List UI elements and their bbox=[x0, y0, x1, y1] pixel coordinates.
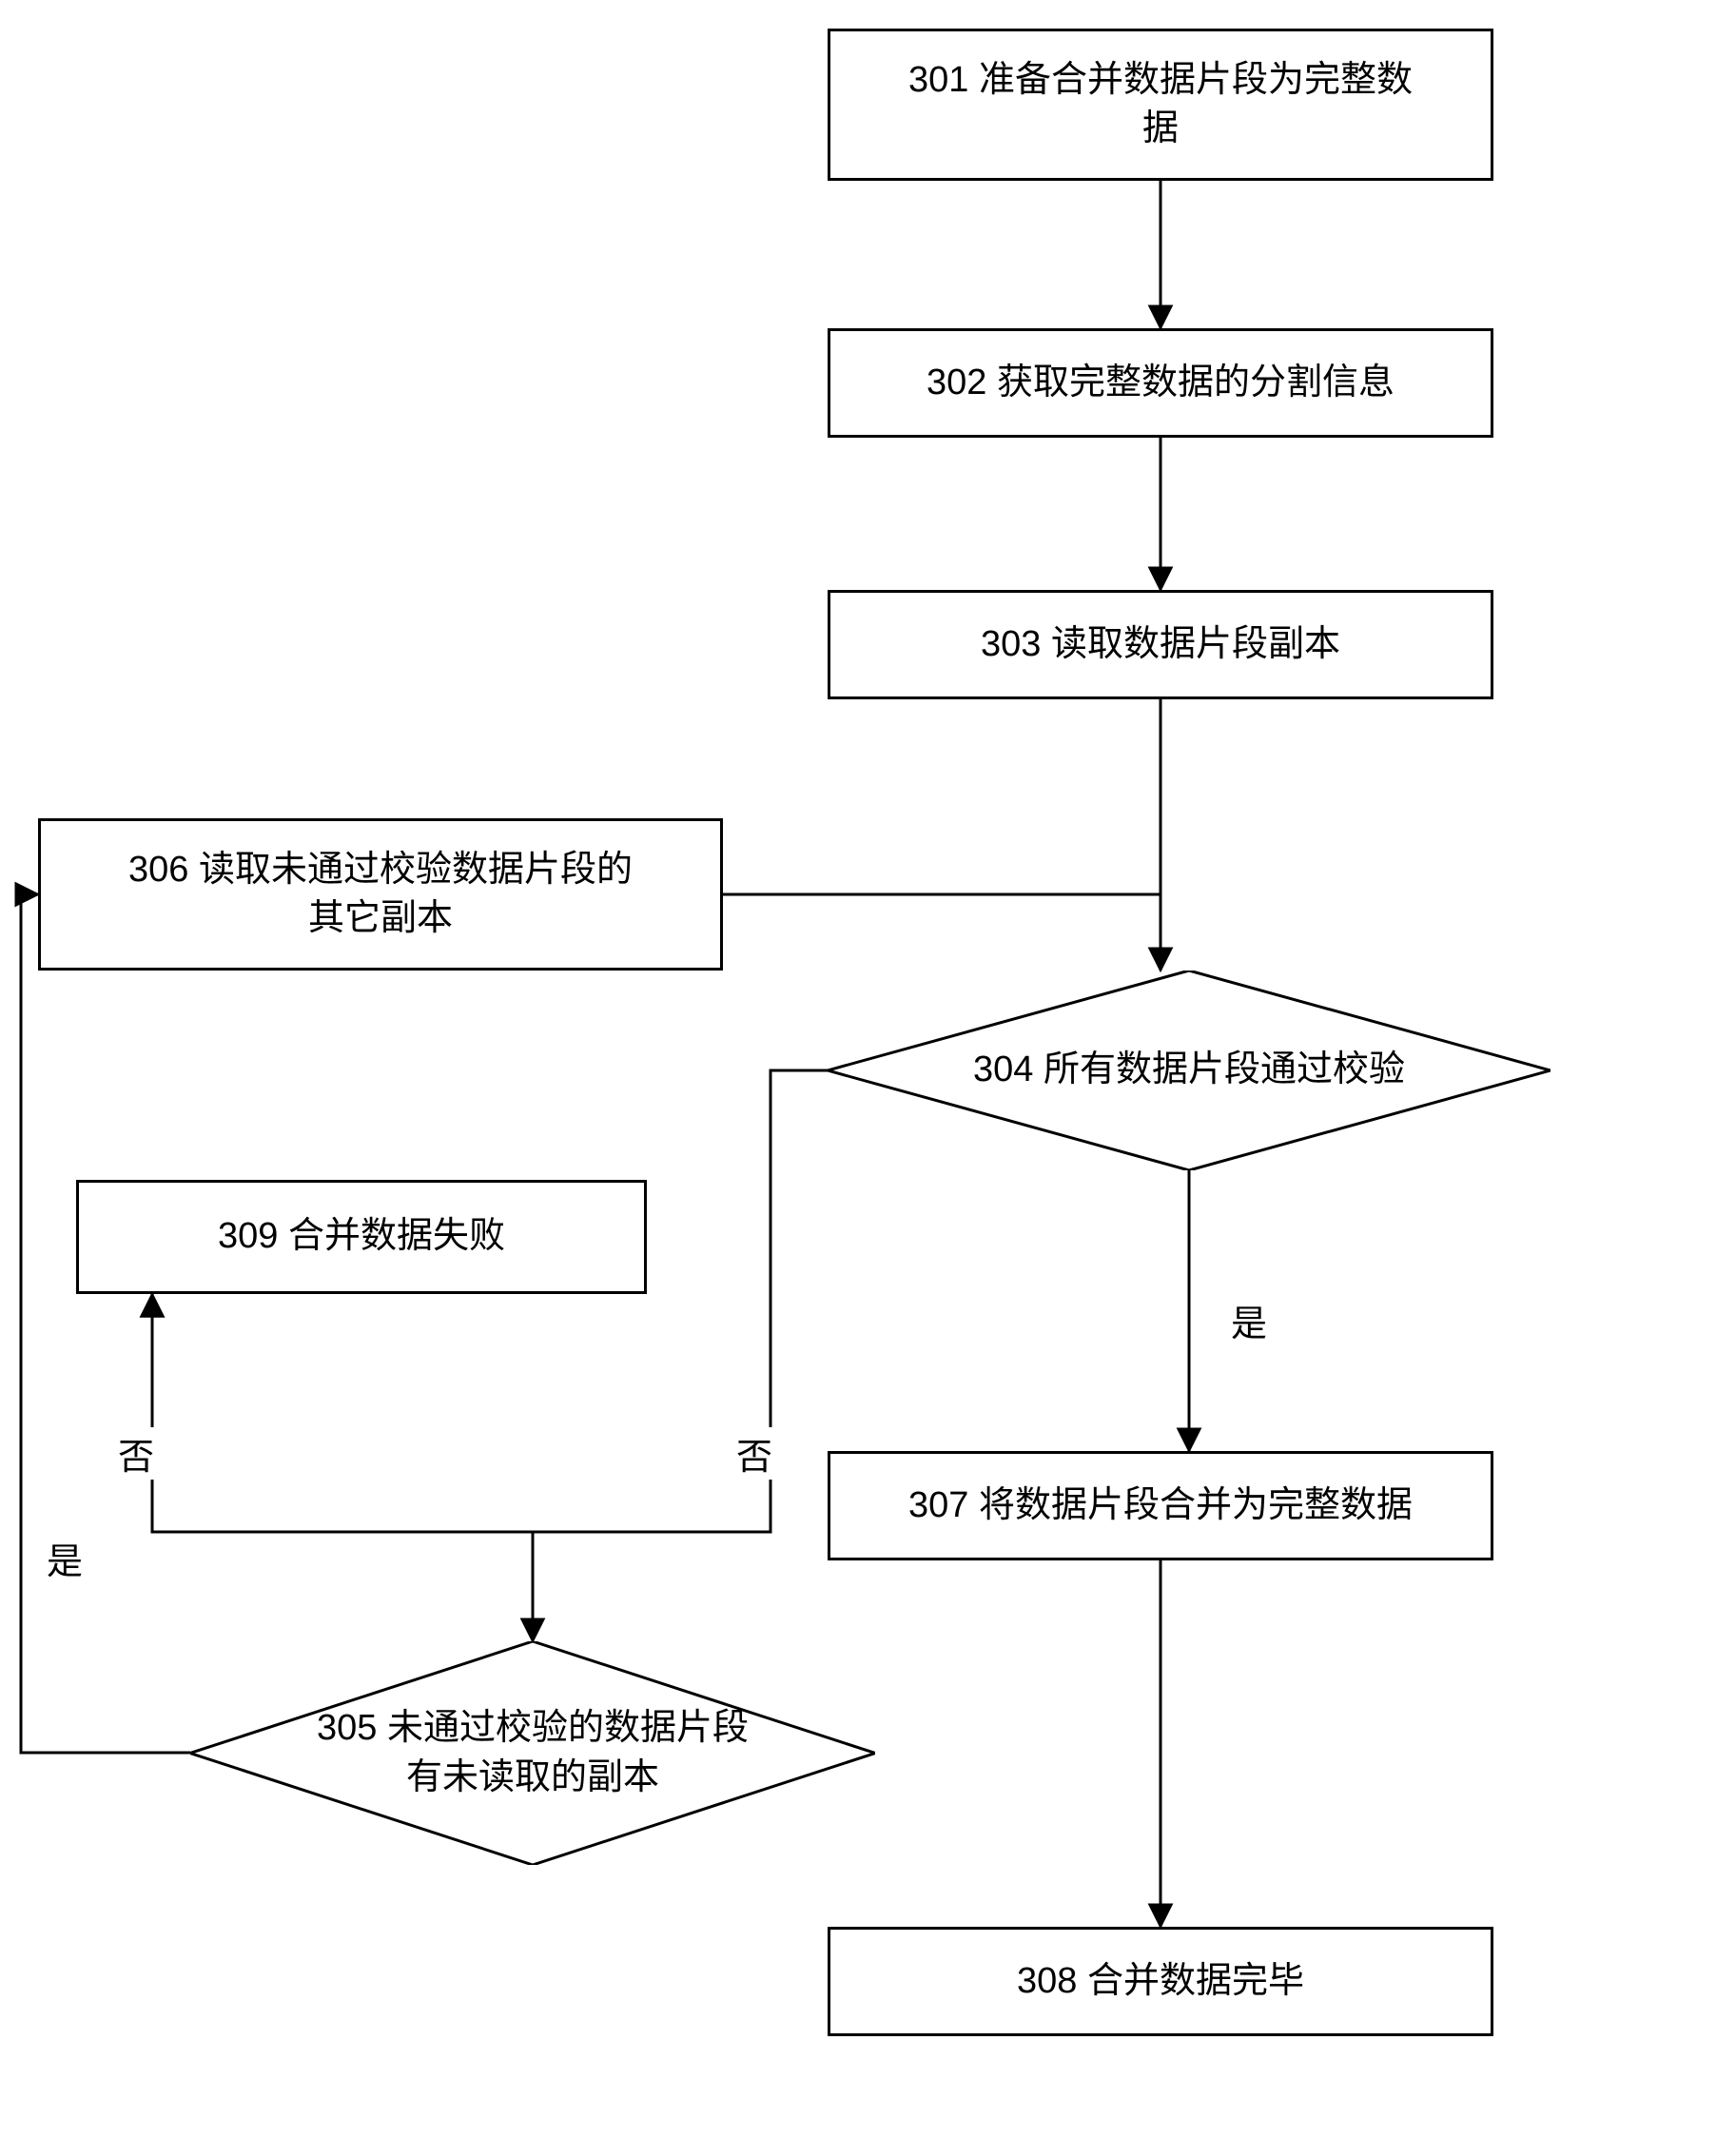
node-305: 305 未通过校验的数据片段有未读取的副本 bbox=[190, 1641, 875, 1865]
node-303-label: 303 读取数据片段副本 bbox=[981, 620, 1340, 669]
node-307: 307 将数据片段合并为完整数据 bbox=[828, 1451, 1493, 1560]
node-304-label: 304 所有数据片段通过校验 bbox=[935, 1046, 1443, 1094]
node-309: 309 合并数据失败 bbox=[76, 1180, 647, 1294]
node-308-label: 308 合并数据完毕 bbox=[1017, 1957, 1304, 2006]
node-304: 304 所有数据片段通过校验 bbox=[828, 971, 1551, 1170]
edge-label-304-yes: 是 bbox=[1227, 1294, 1271, 1346]
node-309-label: 309 合并数据失败 bbox=[218, 1212, 505, 1261]
node-303: 303 读取数据片段副本 bbox=[828, 590, 1493, 699]
edge-label-305-no: 否 bbox=[114, 1427, 158, 1480]
node-301: 301 准备合并数据片段为完整数据 bbox=[828, 29, 1493, 181]
node-302: 302 获取完整数据的分割信息 bbox=[828, 328, 1493, 438]
node-305-label: 305 未通过校验的数据片段有未读取的副本 bbox=[279, 1704, 787, 1802]
edge-label-305-yes: 是 bbox=[43, 1532, 87, 1584]
edge-label-304-no: 否 bbox=[732, 1427, 776, 1480]
flowchart-canvas: 301 准备合并数据片段为完整数据 302 获取完整数据的分割信息 303 读取… bbox=[0, 0, 1736, 2138]
node-306-label: 306 读取未通过校验数据片段的其它副本 bbox=[128, 846, 633, 944]
node-306: 306 读取未通过校验数据片段的其它副本 bbox=[38, 818, 723, 971]
node-302-label: 302 获取完整数据的分割信息 bbox=[927, 359, 1395, 407]
node-307-label: 307 将数据片段合并为完整数据 bbox=[908, 1481, 1413, 1530]
node-308: 308 合并数据完毕 bbox=[828, 1927, 1493, 2036]
node-301-label: 301 准备合并数据片段为完整数据 bbox=[908, 56, 1413, 154]
